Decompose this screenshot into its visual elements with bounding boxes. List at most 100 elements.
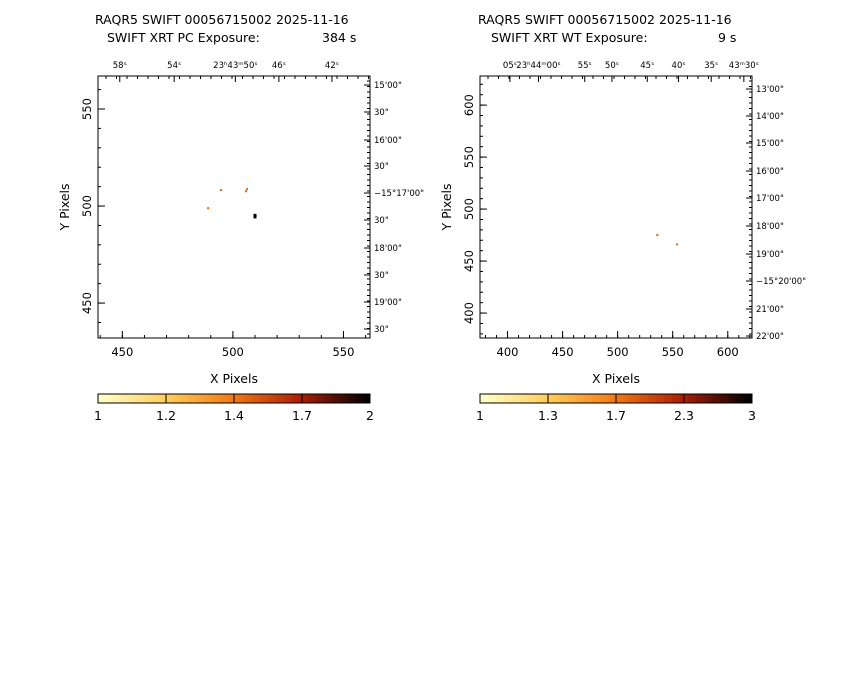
colorbar-segment — [358, 394, 363, 403]
colorbar-segment — [350, 394, 355, 403]
dec-tick-label: 16'00" — [374, 136, 402, 146]
colorbar-segment — [226, 394, 231, 403]
data-point — [253, 215, 257, 219]
colorbar-segment — [102, 394, 107, 403]
colorbar-segment — [504, 394, 509, 403]
colorbar-segment — [660, 394, 665, 403]
colorbar-segment — [740, 394, 745, 403]
y-tick-label: 600 — [462, 94, 476, 116]
colorbar-segment — [314, 394, 319, 403]
panel-subtitle: SWIFT XRT PC Exposure: — [107, 30, 260, 45]
ra-tick-label: 50ˢ — [605, 61, 619, 71]
colorbar-segment — [362, 394, 367, 403]
colorbar-segment — [202, 394, 207, 403]
colorbar-segment — [720, 394, 725, 403]
dec-tick-label: 17'00" — [756, 194, 784, 204]
colorbar-segment — [178, 394, 183, 403]
colorbar-segment — [346, 394, 351, 403]
x-tick-label: 550 — [662, 345, 684, 359]
colorbar-segment — [576, 394, 581, 403]
dec-tick-label: 16'00" — [756, 167, 784, 177]
colorbar-segment — [712, 394, 717, 403]
data-marks — [207, 188, 257, 219]
ra-tick-label: 23ʰ43ᵐ50ˢ — [213, 61, 257, 71]
colorbar-segment — [640, 394, 645, 403]
colorbar-segment — [528, 394, 533, 403]
dec-axis-ticks: 15'00" 30" 16'00" 30" −15°17'00" 30" 18'00" 30"… — [364, 80, 424, 335]
panel-wt: RAQR5 SWIFT 00056715002 2025-11-16 SWIFT… — [439, 12, 806, 423]
colorbar-segment — [266, 394, 271, 403]
colorbar-segment — [326, 394, 331, 403]
colorbar-segment — [214, 394, 219, 403]
ra-axis-ticks: 58ˢ 54ˢ 23ʰ43ᵐ50ˢ 46ˢ 42ˢ — [105, 61, 369, 82]
panel-title: RAQR5 SWIFT 00056715002 2025-11-16 — [95, 12, 349, 27]
colorbar-segment — [696, 394, 701, 403]
dec-tick-label: 30" — [374, 271, 389, 281]
colorbar-segment — [98, 394, 103, 403]
x-tick-label: 500 — [607, 345, 629, 359]
colorbar-segment — [130, 394, 135, 403]
colorbar-segment — [354, 394, 359, 403]
colorbar-segment — [106, 394, 111, 403]
colorbar-segment — [592, 394, 597, 403]
colorbar-segment — [748, 394, 753, 403]
colorbar-segment — [680, 394, 685, 403]
colorbar-segment — [568, 394, 573, 403]
colorbar-segment — [572, 394, 577, 403]
colorbar-label: 1.7 — [292, 408, 312, 423]
colorbar-segment — [716, 394, 721, 403]
y-axis-ticks: 450 500 550 — [80, 89, 105, 323]
colorbar-segment — [302, 394, 307, 403]
colorbar-segment — [524, 394, 529, 403]
y-tick-label: 550 — [80, 98, 94, 120]
data-point — [246, 188, 249, 191]
colorbar-segment — [182, 394, 187, 403]
colorbar-label: 1.3 — [538, 408, 558, 423]
dec-axis-ticks: 13'00" 14'00" 15'00" 16'00" 17'00" 18'00" 19'0… — [746, 80, 806, 342]
data-point — [253, 213, 257, 217]
plot-frame — [479, 75, 753, 339]
colorbar-segment — [700, 394, 705, 403]
ra-tick-label: 42ˢ — [325, 61, 339, 71]
dec-tick-label: 19'00" — [756, 250, 784, 260]
colorbar-segment — [258, 394, 263, 403]
colorbar-segment — [330, 394, 335, 403]
colorbar-segment — [290, 394, 295, 403]
y-tick-label: 400 — [462, 302, 476, 324]
colorbar-segment — [206, 394, 211, 403]
colorbar-segment — [274, 394, 279, 403]
colorbar-segment — [708, 394, 713, 403]
colorbar-label: 1.4 — [224, 408, 244, 423]
colorbar-segment — [318, 394, 323, 403]
data-point — [244, 190, 247, 193]
colorbar-label: 1 — [476, 408, 484, 423]
x-axis-ticks: 400 450 500 550 600 — [485, 331, 751, 359]
colorbar-segment — [684, 394, 689, 403]
x-axis-label: X Pixels — [592, 371, 640, 386]
colorbar-segment — [704, 394, 709, 403]
colorbar-segment — [306, 394, 311, 403]
colorbar-segment — [620, 394, 625, 403]
colorbar-segment — [238, 394, 243, 403]
colorbar-segment — [496, 394, 501, 403]
colorbar-segment — [540, 394, 545, 403]
colorbar-segment — [612, 394, 617, 403]
y-tick-label: 500 — [462, 198, 476, 220]
ra-tick-label: 54ˢ — [167, 61, 181, 71]
colorbar-segment — [676, 394, 681, 403]
colorbar-segment — [194, 394, 199, 403]
data-marks — [656, 234, 679, 246]
colorbar-segment — [536, 394, 541, 403]
colorbar-segment — [668, 394, 673, 403]
colorbar-segment — [624, 394, 629, 403]
colorbar-segment — [254, 394, 259, 403]
colorbar-segment — [278, 394, 283, 403]
dec-tick-label: −15°17'00" — [374, 189, 424, 199]
colorbar-segment — [600, 394, 605, 403]
colorbar-segment — [556, 394, 561, 403]
ra-tick-label: 23ʰ44ᵐ00ˢ — [516, 61, 560, 71]
ra-tick-label: 35ˢ — [704, 61, 718, 71]
x-axis-ticks: 450 500 550 — [99, 331, 367, 359]
panel-title: RAQR5 SWIFT 00056715002 2025-11-16 — [478, 12, 732, 27]
colorbar-segment — [484, 394, 489, 403]
